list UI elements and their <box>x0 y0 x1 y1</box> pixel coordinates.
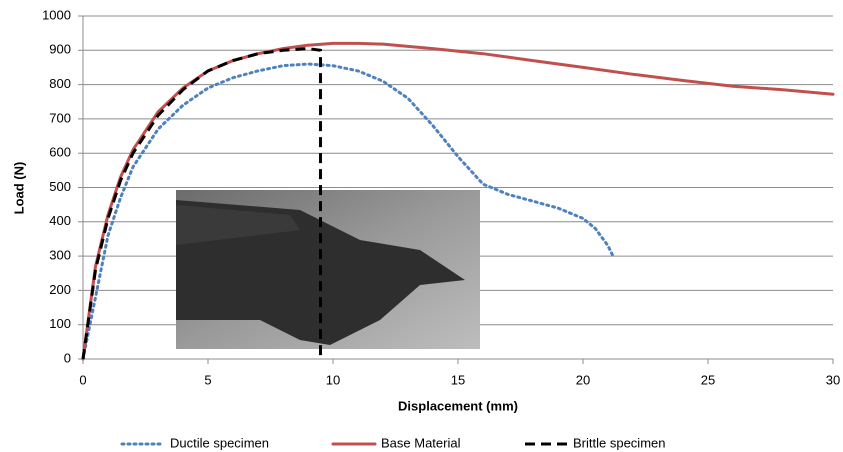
y-axis-title: Load (N) <box>11 162 26 215</box>
legend-label: Base Material <box>381 435 461 450</box>
inset-photo <box>176 190 480 349</box>
y-tick-label: 0 <box>64 350 71 365</box>
y-tick-label: 700 <box>49 110 71 125</box>
x-axis-title: Displacement (mm) <box>398 398 518 413</box>
legend-label: Ductile specimen <box>170 435 269 450</box>
x-tick-label: 15 <box>451 372 465 387</box>
y-tick-label: 300 <box>49 248 71 263</box>
y-tick-label: 900 <box>49 42 71 57</box>
y-tick-label: 500 <box>49 179 71 194</box>
x-tick-label: 30 <box>826 372 840 387</box>
y-tick-label: 400 <box>49 213 71 228</box>
y-tick-label: 200 <box>49 282 71 297</box>
legend-label: Brittle specimen <box>573 435 665 450</box>
x-tick-label: 0 <box>79 372 86 387</box>
x-tick-label: 20 <box>576 372 590 387</box>
x-tick-label: 10 <box>326 372 340 387</box>
photo-edge <box>176 205 300 245</box>
y-tick-label: 1000 <box>42 7 71 22</box>
y-tick-label: 800 <box>49 76 71 91</box>
x-tick-label: 5 <box>204 372 211 387</box>
series-line <box>81 47 322 360</box>
x-tick-label: 25 <box>701 372 715 387</box>
y-tick-label: 100 <box>49 316 71 331</box>
y-tick-label: 600 <box>49 145 71 160</box>
plot <box>81 41 835 361</box>
series-line <box>81 62 615 361</box>
